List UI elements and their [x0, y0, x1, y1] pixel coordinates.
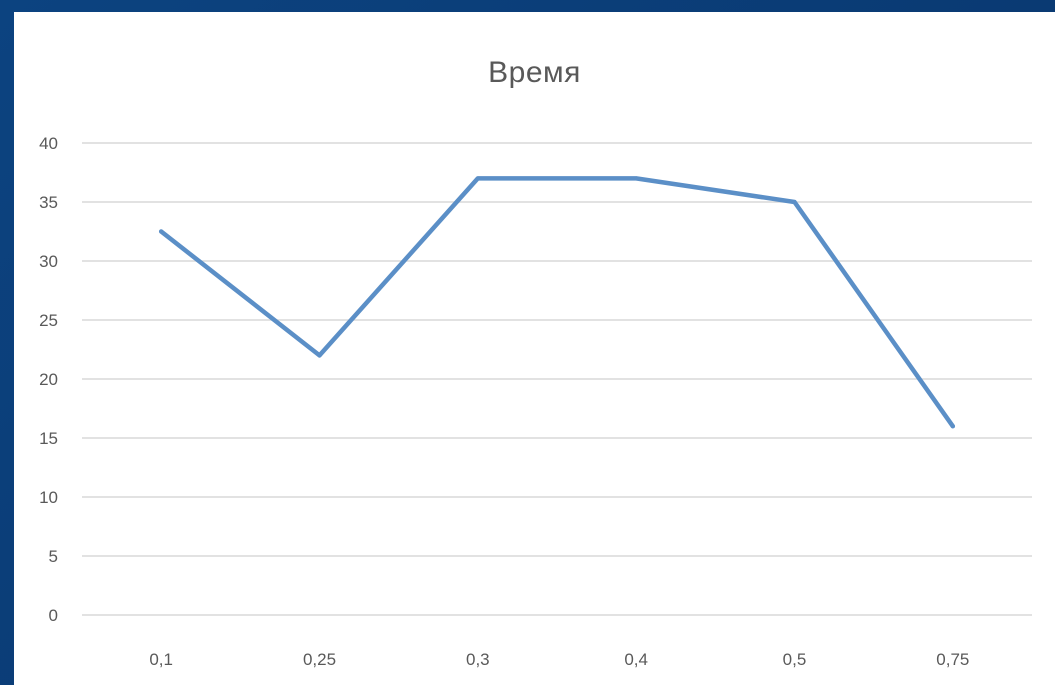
y-tick-label: 5	[49, 547, 58, 566]
y-tick-label: 10	[39, 488, 58, 507]
x-axis-ticks: 0,1 0,25 0,3 0,4 0,5 0,75	[149, 650, 969, 669]
chart-title: Время	[488, 56, 581, 89]
x-tick-label: 0,5	[783, 650, 807, 669]
y-tick-label: 0	[49, 606, 58, 625]
data-point	[159, 229, 164, 234]
chart-panel: Время 0 5 10 15 20 25 30 35 40 0,1 0,25 0,3 0,4 0,5 0…	[14, 12, 1055, 685]
series-line	[158, 176, 956, 429]
series-layer	[158, 176, 956, 429]
line-chart: 0 5 10 15 20 25 30 35 40 0,1 0,25 0,3 0,4 0,5 0,75	[39, 134, 1032, 669]
x-tick-label: 0,25	[303, 650, 336, 669]
data-point	[792, 200, 797, 204]
y-tick-label: 35	[39, 193, 58, 212]
x-tick-label: 0,1	[149, 650, 173, 669]
x-tick-label: 0,4	[624, 650, 648, 669]
y-axis-ticks: 0 5 10 15 20 25 30 35 40	[39, 134, 58, 625]
y-tick-label: 15	[39, 429, 58, 448]
gridlines	[82, 142, 1032, 616]
data-point	[634, 176, 639, 181]
data-point	[950, 424, 955, 429]
y-tick-label: 25	[39, 311, 58, 330]
x-tick-label: 0,75	[936, 650, 969, 669]
x-tick-label: 0,3	[466, 650, 490, 669]
data-point	[317, 353, 322, 358]
data-point	[475, 176, 480, 181]
y-tick-label: 40	[39, 134, 58, 153]
y-tick-label: 20	[39, 370, 58, 389]
y-tick-label: 30	[39, 252, 58, 271]
